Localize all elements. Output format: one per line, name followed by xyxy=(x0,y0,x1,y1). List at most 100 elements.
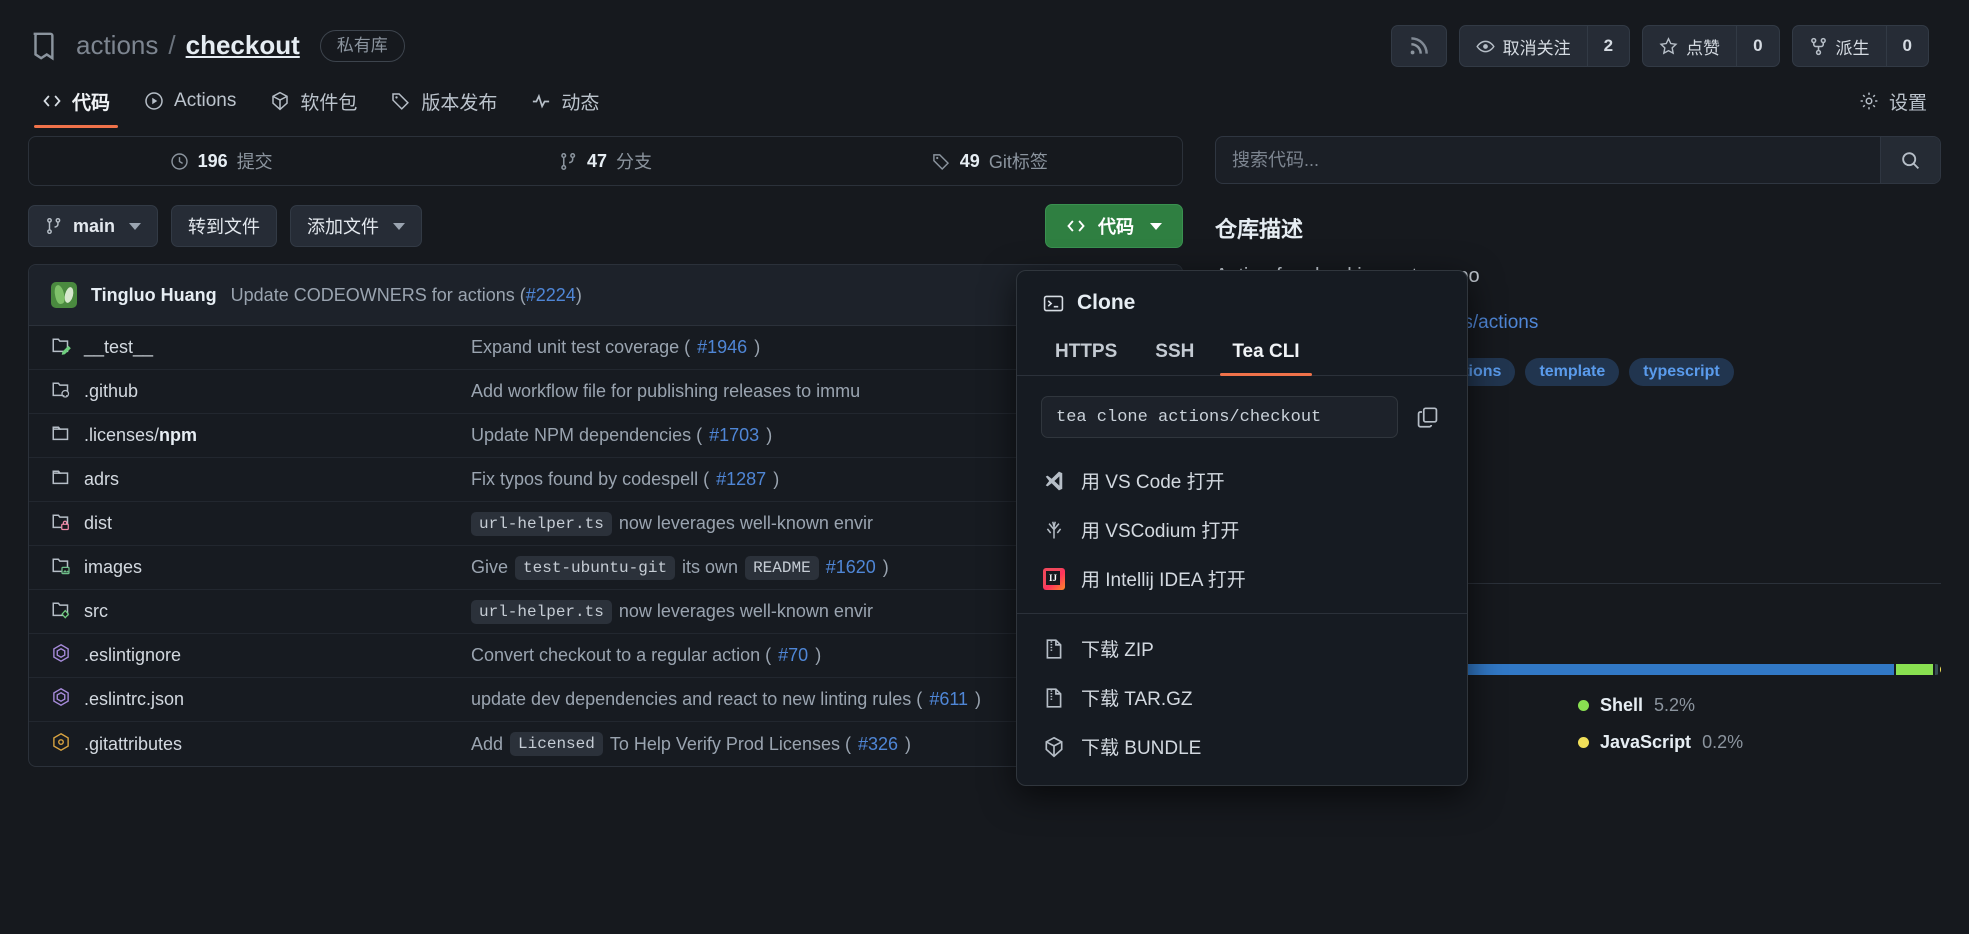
table-row[interactable]: images Give test-ubuntu-git its own README #1… xyxy=(29,546,1182,590)
clone-tab-https[interactable]: HTTPS xyxy=(1055,341,1118,362)
commit-text: ) xyxy=(754,337,761,357)
commit-pr-link[interactable]: #2224 xyxy=(525,284,576,305)
file-name-link[interactable]: adrs xyxy=(84,469,120,489)
open-in-intellij-idea[interactable]: IJ 用 Intellij IDEA 打开 xyxy=(1017,554,1467,603)
commit-pr-link[interactable]: #326 xyxy=(857,733,899,754)
search-button[interactable] xyxy=(1880,137,1940,183)
watch-button[interactable]: 取消关注 xyxy=(1460,26,1587,66)
table-row[interactable]: src url-helper.ts now leverages well-known… xyxy=(29,590,1182,634)
file-name-link[interactable]: .github xyxy=(84,381,139,401)
folder-image-icon xyxy=(51,555,71,580)
code-dropdown-button[interactable]: 代码 xyxy=(1045,204,1183,248)
table-row[interactable]: __test__ Expand unit test coverage ( #1946… xyxy=(29,326,1182,370)
folder-icon xyxy=(51,423,71,448)
go-to-file-button[interactable]: 转到文件 xyxy=(171,205,278,247)
file-name-link[interactable]: __test__ xyxy=(84,337,154,357)
fork-button[interactable]: 派生 xyxy=(1793,26,1886,66)
tab-releases[interactable]: 版本发布 xyxy=(377,74,511,128)
commit-pr-link[interactable]: #1703 xyxy=(709,425,760,445)
tab-actions[interactable]: Actions xyxy=(130,74,250,128)
open-in-vscodium[interactable]: 用 VSCodium 打开 xyxy=(1017,505,1467,554)
tab-settings[interactable]: 设置 xyxy=(1845,74,1941,128)
tab-activity[interactable]: 动态 xyxy=(517,74,613,128)
download-bundle[interactable]: 下载 BUNDLE xyxy=(1017,722,1467,771)
file-name-cell: adrs xyxy=(51,467,471,492)
file-name-subpath: npm xyxy=(159,425,198,445)
commit-message-cell: Give test-ubuntu-git its own README #1620) xyxy=(471,555,1040,580)
commit-message-cell: Update NPM dependencies (#1703) xyxy=(471,425,1040,446)
language-legend-item[interactable]: JavaScript 0.2% xyxy=(1578,732,1941,753)
language-bar xyxy=(1215,664,1941,675)
file-name-cell: .eslintrc.json xyxy=(51,687,471,712)
branch-selector[interactable]: main xyxy=(28,205,159,247)
tab-packages[interactable]: 软件包 xyxy=(256,74,371,128)
tab-code[interactable]: 代码 xyxy=(28,74,124,128)
table-row[interactable]: .licenses/npm Update NPM dependencies (#1… xyxy=(29,414,1182,458)
commit-text: now leverages well-known envir xyxy=(618,513,873,533)
table-row[interactable]: dist url-helper.ts now leverages well-know… xyxy=(29,502,1182,546)
commit-text: Expand unit test coverage ( xyxy=(471,337,691,357)
table-row[interactable]: .github Add workflow file for publishing … xyxy=(29,370,1182,414)
stat-branches[interactable]: 47 分支 xyxy=(413,148,797,174)
commit-pr-link[interactable]: #1620 xyxy=(825,557,876,577)
open-in-intellij-label: 用 Intellij IDEA 打开 xyxy=(1081,570,1246,591)
commit-text: Convert checkout to a regular action ( xyxy=(471,645,772,665)
commit-author[interactable]: Tingluo Huang xyxy=(91,284,217,305)
download-targz-label: 下载 TAR.GZ xyxy=(1081,689,1193,710)
stat-commits[interactable]: 196 提交 xyxy=(29,148,413,174)
commit-pr-link[interactable]: #611 xyxy=(929,689,969,709)
star-button[interactable]: 点赞 xyxy=(1643,26,1736,66)
download-zip[interactable]: 下载 ZIP xyxy=(1017,624,1467,673)
stat-tags[interactable]: 49 Git标签 xyxy=(798,148,1182,174)
clone-tab-ssh[interactable]: SSH xyxy=(1155,341,1195,362)
star-button-group[interactable]: 点赞 0 xyxy=(1642,25,1780,67)
language-percent: 0.2% xyxy=(1702,732,1744,752)
topic-tag[interactable]: template xyxy=(1525,358,1620,386)
owner-link[interactable]: actions xyxy=(76,30,159,61)
file-name-link[interactable]: images xyxy=(84,557,143,577)
file-name-link[interactable]: dist xyxy=(84,513,113,533)
file-name-link[interactable]: .eslintignore xyxy=(84,645,182,665)
commit-text: Fix typos found by codespell ( xyxy=(471,469,710,489)
repo-name-link[interactable]: checkout xyxy=(185,30,300,61)
file-name-cell: src xyxy=(51,599,471,624)
clone-url-field[interactable]: tea clone actions/checkout xyxy=(1041,396,1398,438)
commit-message-text: Update CODEOWNERS for actions ( xyxy=(230,284,526,305)
table-row[interactable]: adrs Fix typos found by codespell (#1287) xyxy=(29,458,1182,502)
open-in-vscode[interactable]: 用 VS Code 打开 xyxy=(1017,456,1467,505)
language-bar-segment xyxy=(1895,664,1934,675)
clone-tab-tea-cli[interactable]: Tea CLI xyxy=(1218,331,1313,376)
rss-button[interactable] xyxy=(1390,25,1447,67)
copy-icon[interactable] xyxy=(1412,402,1443,433)
search-input[interactable] xyxy=(1216,137,1880,183)
table-row[interactable]: .gitattributes Add Licensed To Help Verify … xyxy=(29,722,1182,766)
star-icon xyxy=(1659,36,1678,56)
clone-title: Clone xyxy=(1077,291,1136,314)
download-targz[interactable]: 下载 TAR.GZ xyxy=(1017,673,1467,722)
commit-pr-link[interactable]: #1287 xyxy=(716,469,767,489)
file-name-link[interactable]: src xyxy=(84,601,108,621)
star-label: 点赞 xyxy=(1686,38,1721,58)
stat-branches-count: 47 xyxy=(586,150,607,171)
table-row[interactable]: .eslintrc.json update dev dependencies an… xyxy=(29,678,1182,722)
file-name-link[interactable]: .licenses/npm xyxy=(84,425,198,445)
nav-right: 设置 xyxy=(1845,74,1941,128)
rss-icon xyxy=(1409,36,1428,56)
fork-button-group[interactable]: 派生 0 xyxy=(1791,25,1929,67)
file-rows: __test__ Expand unit test coverage ( #1946… xyxy=(29,326,1182,766)
file-name-link[interactable]: .eslintrc.json xyxy=(84,689,185,709)
table-row[interactable]: .eslintignore Convert checkout to a regul… xyxy=(29,634,1182,678)
tab-releases-label: 版本发布 xyxy=(421,92,498,114)
file-name-link[interactable]: .gitattributes xyxy=(84,733,183,754)
repository-icon xyxy=(28,30,58,62)
watch-button-group[interactable]: 取消关注 2 xyxy=(1458,25,1631,67)
commit-pr-link[interactable]: #1946 xyxy=(697,337,748,357)
tab-activity-label: 动态 xyxy=(561,92,600,114)
topic-tag[interactable]: typescript xyxy=(1629,358,1734,386)
add-file-button[interactable]: 添加文件 xyxy=(290,205,423,247)
commit-pr-link[interactable]: #70 xyxy=(778,645,809,665)
left-column: 196 提交 47 分支 xyxy=(28,130,1183,767)
language-legend-item[interactable]: Shell 5.2% xyxy=(1578,695,1941,716)
go-to-file-label: 转到文件 xyxy=(188,217,261,237)
